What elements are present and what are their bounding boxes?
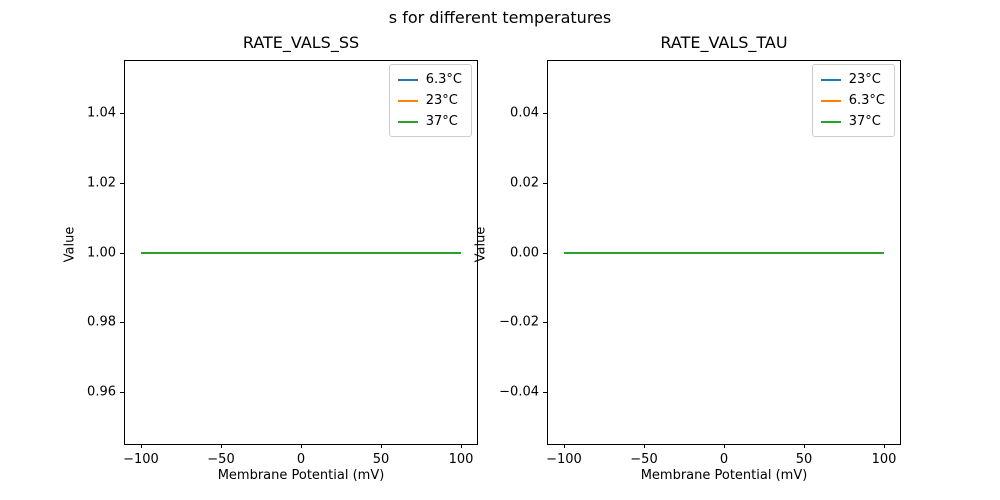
legend-entry: 37°C [820, 111, 885, 132]
x-tick-label: −50 [630, 452, 658, 467]
y-tick-label: 1.04 [87, 105, 116, 121]
legend-line-swatch [820, 78, 841, 81]
x-tick-mark [644, 444, 645, 448]
x-tick-label: −100 [546, 452, 582, 467]
x-tick-mark [563, 444, 565, 448]
x-tick-label: 100 [448, 452, 474, 467]
x-tick-label: −50 [207, 452, 235, 467]
axes-title-tau: RATE_VALS_TAU [660, 33, 788, 52]
plot-area-rate-vals-ss: RATE_VALS_SS Value Membrane Potential (m… [63, 33, 478, 483]
x-tick-mark [301, 444, 302, 448]
y-axis-label-tau: Value [473, 226, 489, 263]
y-tick-mark [543, 113, 548, 115]
legend-line-swatch [820, 99, 841, 102]
legend-line-swatch [397, 99, 418, 102]
series-line-37c [563, 251, 884, 254]
x-tick-label: 100 [871, 452, 897, 467]
x-tick-mark [724, 444, 725, 448]
y-tick-label: −0.02 [499, 314, 539, 330]
legend-entry-label: 6.3°C [848, 93, 885, 108]
x-tick-mark [140, 444, 142, 448]
figure-suptitle: s for different temperatures [388, 8, 612, 27]
y-tick-label: 0.98 [87, 314, 116, 330]
legend-entry-label: 23°C [425, 93, 458, 108]
x-tick-mark [380, 444, 382, 448]
y-tick-label: 0.04 [510, 105, 539, 121]
y-tick-mark [120, 113, 125, 115]
y-tick-mark [120, 322, 125, 324]
legend-entry-label: 37°C [425, 114, 458, 129]
y-tick-mark [120, 391, 125, 393]
x-tick-label: 0 [296, 452, 306, 467]
legend-entry: 6.3°C [397, 69, 462, 90]
y-tick-mark [543, 391, 548, 393]
x-tick-label: −100 [123, 452, 159, 467]
legend-entry: 6.3°C [820, 90, 885, 111]
y-tick-mark [543, 252, 548, 254]
x-tick-mark [461, 444, 462, 448]
x-axis-label-tau: Membrane Potential (mV) [640, 468, 808, 483]
x-tick-mark [803, 444, 805, 448]
y-tick-mark [543, 322, 548, 324]
y-tick-label: 0.96 [87, 384, 116, 400]
legend-tau: 23°C 6.3°C 37°C [811, 64, 895, 137]
y-tick-mark [120, 252, 125, 254]
legend-line-swatch [397, 120, 418, 123]
y-tick-label: −0.04 [499, 384, 539, 400]
y-tick-mark [543, 182, 548, 184]
legend-entry-label: 23°C [848, 72, 881, 87]
legend-line-swatch [397, 78, 418, 81]
legend-ss: 6.3°C 23°C 37°C [388, 64, 472, 137]
legend-entry: 23°C [397, 90, 462, 111]
series-line-37c [140, 251, 461, 254]
legend-line-swatch [820, 120, 841, 123]
y-tick-label: 0.02 [510, 175, 539, 191]
x-axis-label-ss: Membrane Potential (mV) [217, 468, 385, 483]
y-axis-label-ss: Value [62, 226, 78, 263]
plot-area-rate-vals-tau: RATE_VALS_TAU Value Membrane Potential (… [474, 33, 901, 483]
axes-title-ss: RATE_VALS_SS [242, 33, 360, 52]
legend-entry: 37°C [397, 111, 462, 132]
y-tick-mark [120, 182, 125, 184]
legend-entry-label: 37°C [848, 114, 881, 129]
y-tick-label: 0.00 [510, 245, 539, 260]
x-tick-label: 0 [719, 452, 729, 467]
x-tick-label: 50 [795, 452, 813, 467]
x-tick-label: 50 [372, 452, 390, 467]
x-tick-mark [884, 444, 885, 448]
legend-entry: 23°C [820, 69, 885, 90]
y-tick-label: 1.00 [87, 245, 116, 260]
legend-entry-label: 6.3°C [425, 72, 462, 87]
x-tick-mark [221, 444, 222, 448]
y-tick-label: 1.02 [87, 175, 116, 191]
